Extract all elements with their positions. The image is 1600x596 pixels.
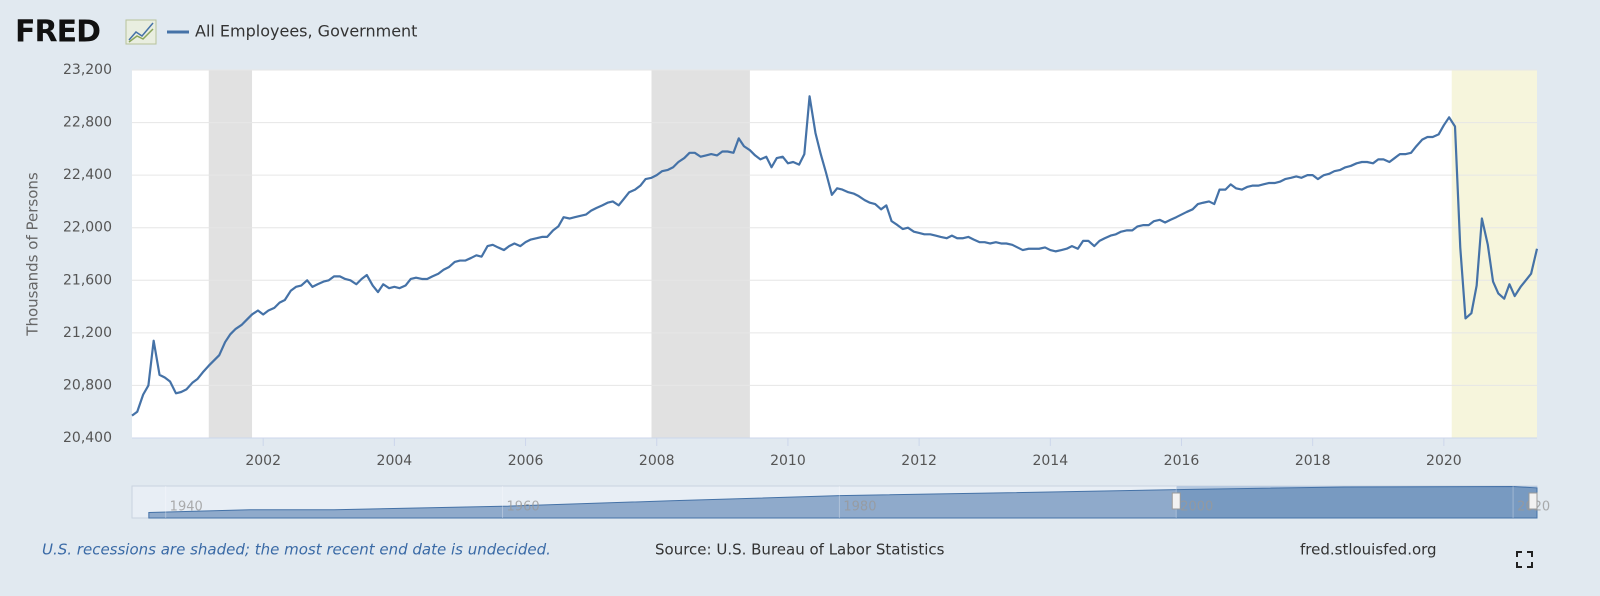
source: Source: U.S. Bureau of Labor Statistics [655,541,945,559]
navigator-tick-label: 1960 [507,500,540,515]
x-tick-label: 2020 [1426,453,1462,469]
x-tick-label: 2004 [377,453,413,469]
recession-band [1451,70,1537,438]
navigator-handle[interactable] [1528,492,1538,510]
plot [131,69,1539,439]
navigator-tick-label: 1940 [170,500,203,515]
x-tick-label: 2010 [770,453,806,469]
plot-area [132,70,1537,438]
y-tick-label: 22,000 [63,220,112,236]
url: fred.stlouisfed.org [1300,541,1437,559]
y-tick-label: 20,800 [63,377,112,393]
navigator-area [148,486,1538,519]
fullscreen-button[interactable] [1516,551,1533,568]
navigator: 19401960198020002020 [131,485,1550,519]
series-line [131,95,1539,417]
navigator-handle[interactable] [1171,492,1181,510]
handle-body [1171,492,1181,510]
x-tick-label: 2016 [1164,453,1200,469]
navigator-tick-label: 2000 [1180,500,1213,515]
x-tick-label: 2002 [245,453,281,469]
x-tick-label: 2018 [1295,453,1331,469]
logo: FRED [15,15,100,50]
x-tick-label: 2014 [1032,453,1068,469]
x-tick-label: 2006 [508,453,544,469]
recession-note: U.S. recessions are shaded; the most rec… [42,541,551,559]
y-tick-label: 23,200 [63,62,112,78]
y-axis-label: Thousands of Persons [24,172,42,337]
y-tick-label: 20,400 [63,430,112,446]
y-tick-label: 22,400 [63,167,112,183]
y-tick-label: 21,600 [63,272,112,288]
navigator-tick-label: 1980 [843,500,876,515]
recession-band [651,70,750,438]
x-tick-label: 2012 [901,453,937,469]
logo-icon [125,19,157,45]
legend-label: All Employees, Government [195,22,417,41]
y-tick-label: 21,200 [63,325,112,341]
y-tick-label: 22,800 [63,115,112,131]
recession-band [208,70,253,438]
x-tick-label: 2008 [639,453,675,469]
handle-body [1528,492,1538,510]
